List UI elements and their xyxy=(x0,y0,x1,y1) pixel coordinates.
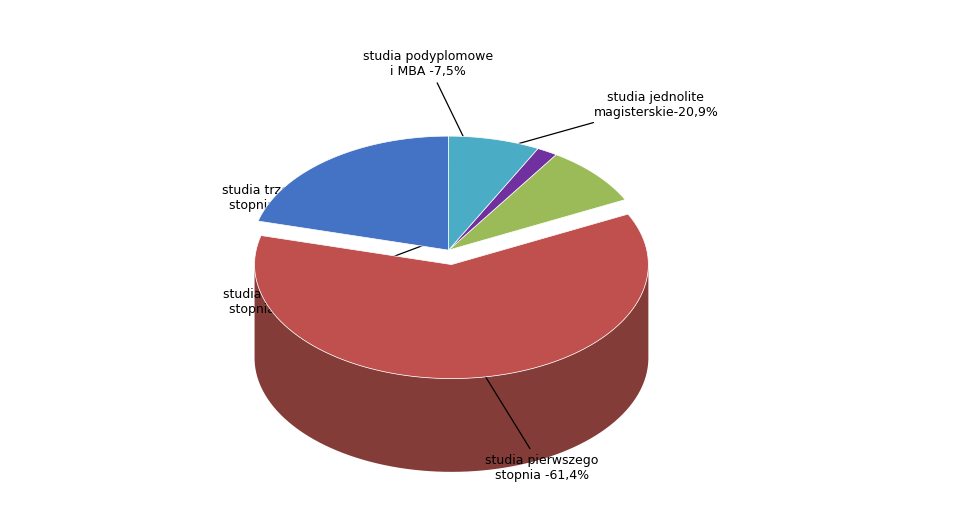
Polygon shape xyxy=(449,148,556,250)
Text: studia trzeciego
stopnia -1,7%: studia trzeciego stopnia -1,7% xyxy=(222,181,514,213)
Polygon shape xyxy=(449,155,625,250)
Polygon shape xyxy=(449,136,538,250)
Polygon shape xyxy=(255,214,649,379)
Text: studia podyplomowe
i MBA -7,5%: studia podyplomowe i MBA -7,5% xyxy=(363,49,493,170)
Polygon shape xyxy=(255,266,649,472)
Text: studia jednolite
magisterskie-20,9%: studia jednolite magisterskie-20,9% xyxy=(368,91,718,186)
Text: studia drugiego
stopnia -8,5%: studia drugiego stopnia -8,5% xyxy=(223,198,549,316)
Text: studia pierwszego
stopnia -61,4%: studia pierwszego stopnia -61,4% xyxy=(466,346,599,482)
Polygon shape xyxy=(258,136,449,250)
